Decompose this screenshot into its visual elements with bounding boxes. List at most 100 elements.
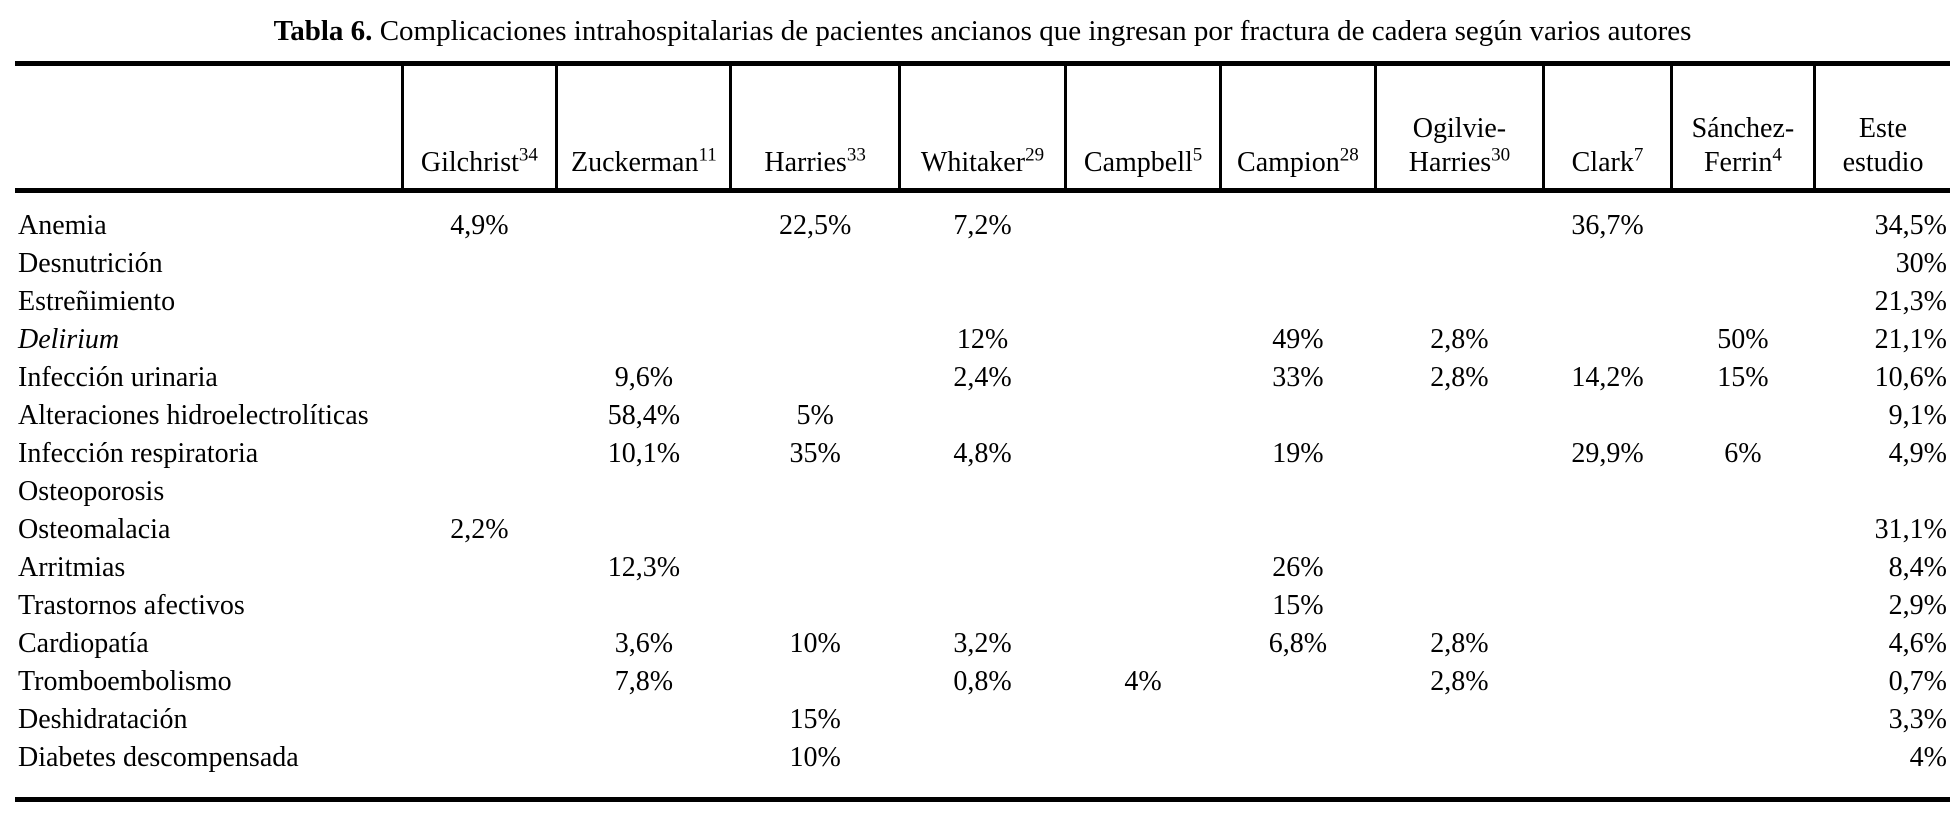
table-cell: 33% <box>1272 362 1324 393</box>
table-cell <box>402 397 557 435</box>
table-cell: 3,2% <box>953 628 1012 659</box>
table-cell <box>1671 397 1814 435</box>
table-cell <box>1544 701 1672 739</box>
table-cell <box>1066 435 1221 473</box>
table-cell <box>1220 283 1375 321</box>
table-cell: 36,7% <box>1571 210 1644 241</box>
table-cell: 58,4% <box>607 400 681 431</box>
table-cell: 7,8% <box>614 666 674 697</box>
table-cell <box>1671 625 1814 663</box>
row-label: Deshidratación <box>18 704 188 735</box>
row-label: Anemia <box>18 210 107 241</box>
table-cell <box>557 587 731 625</box>
table-row: Arritmias 12,3% 26% 8,4% <box>15 549 1950 587</box>
reference-superscript: 30 <box>1491 144 1511 166</box>
table-cell: 26% <box>1272 552 1324 583</box>
table-cell: 0,7% <box>1888 666 1947 697</box>
row-label: Cardiopatía <box>18 628 149 659</box>
table-row: Delirium 12% 49% 2,8% 50% 21,1% <box>15 321 1950 359</box>
table-row: Estreñimiento 21,3% <box>15 283 1950 321</box>
table-cell: 19% <box>1272 438 1324 469</box>
table-cell <box>1544 245 1672 283</box>
table-cell <box>557 701 731 739</box>
table-cell <box>557 473 731 511</box>
table-cell: 34,5% <box>1874 210 1947 241</box>
table-cell <box>402 739 557 800</box>
table-cell <box>899 473 1065 511</box>
reference-superscript: 5 <box>1192 144 1203 166</box>
table-cell: 9,1% <box>1888 400 1947 431</box>
table-cell <box>1544 739 1672 800</box>
table-row: Infección respiratoria 10,1% 35% 4,8% 19% 29,… <box>15 435 1950 473</box>
reference-superscript: 11 <box>698 144 717 166</box>
reference-superscript: 29 <box>1025 144 1045 166</box>
row-label: Osteoporosis <box>18 476 165 507</box>
table-cell <box>1375 587 1543 625</box>
table-cell <box>1671 473 1814 511</box>
table-cell <box>1671 511 1814 549</box>
table-cell: 4,9% <box>450 210 509 241</box>
reference-superscript: 34 <box>518 144 538 166</box>
table-cell <box>1671 587 1814 625</box>
row-label: Diabetes descompensada <box>18 742 299 773</box>
table-cell: 15% <box>789 704 841 735</box>
column-header: Whitaker29 <box>897 63 1066 193</box>
table-cell <box>1375 701 1543 739</box>
table-cell: 14,2% <box>1571 362 1644 393</box>
table-cell <box>1220 245 1375 283</box>
reference-superscript: 4 <box>1772 144 1782 166</box>
row-label: Tromboembolismo <box>18 666 232 697</box>
table-cell <box>402 587 557 625</box>
table-cell: 6,8% <box>1268 628 1328 659</box>
column-header: Zuckerman11 <box>555 63 731 193</box>
table-cell: 50% <box>1717 324 1769 355</box>
table-cell <box>402 245 557 283</box>
table-cell <box>1671 283 1814 321</box>
table-cell: 49% <box>1272 324 1324 355</box>
table-cell <box>899 587 1065 625</box>
table-cell <box>1220 739 1375 800</box>
table-cell <box>731 245 899 283</box>
table-cell <box>1220 511 1375 549</box>
table-cell <box>1066 511 1221 549</box>
table-cell <box>1066 549 1221 587</box>
table-cell <box>1815 473 1950 511</box>
column-header: Campion28 <box>1218 63 1376 193</box>
table-cell: 4,9% <box>1888 438 1947 469</box>
table-cell <box>1220 473 1375 511</box>
row-label: Infección urinaria <box>18 362 218 393</box>
table-cell: 10% <box>789 742 841 773</box>
table-cell <box>1671 739 1814 800</box>
complications-table: Gilchrist34 Zuckerman11 Harries33 Whitaker2… <box>15 61 1950 802</box>
table-cell <box>1544 283 1672 321</box>
table-cell <box>1544 549 1672 587</box>
table-cell <box>402 549 557 587</box>
table-cell <box>1544 321 1672 359</box>
row-label: Alteraciones hidroelectrolíticas <box>18 400 369 431</box>
table-cell <box>1671 701 1814 739</box>
table-cell <box>1375 435 1543 473</box>
table-row: Trastornos afectivos 15% 2,9% <box>15 587 1950 625</box>
table-cell: 4% <box>1124 666 1162 697</box>
table-cell <box>731 473 899 511</box>
table-cell <box>899 701 1065 739</box>
table-cell: 2,9% <box>1888 590 1947 621</box>
table-cell <box>899 549 1065 587</box>
table-cell: 22,5% <box>778 210 852 241</box>
table-cell: 12,3% <box>607 552 681 583</box>
table-cell: 3,6% <box>614 628 674 659</box>
table-cell <box>402 283 557 321</box>
column-header: Gilchrist34 <box>400 63 557 193</box>
table-row: Osteoporosis <box>15 473 1950 511</box>
table-cell: 5% <box>796 400 834 431</box>
table-cell <box>1066 739 1221 800</box>
table-cell: 8,4% <box>1888 552 1947 583</box>
table-number: Tabla 6. <box>273 15 373 47</box>
table-cell <box>899 283 1065 321</box>
table-row: Infección urinaria 9,6% 2,4% 33% 2,8% 14,2% 15… <box>15 359 1950 397</box>
table-cell: 6% <box>1724 438 1762 469</box>
table-cell: 10,6% <box>1874 362 1947 393</box>
table-cell <box>1220 701 1375 739</box>
row-label: Arritmias <box>18 552 126 583</box>
